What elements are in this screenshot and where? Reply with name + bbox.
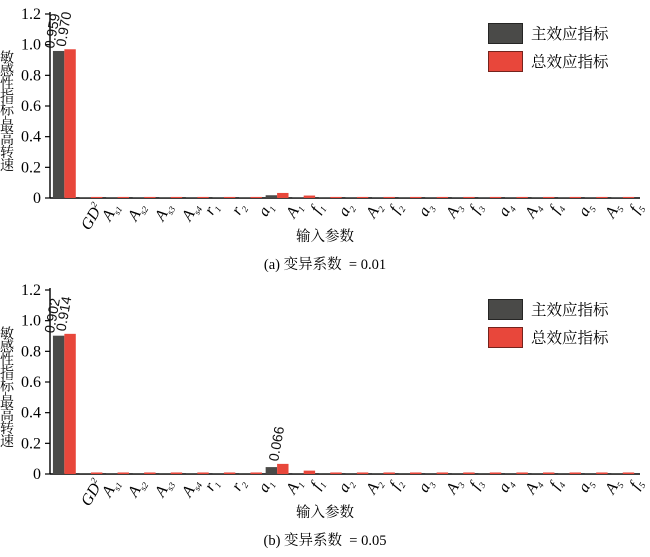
svg-text:1.0: 1.0 [21, 313, 41, 330]
svg-text:1.2: 1.2 [21, 6, 41, 23]
svg-text:0.6: 0.6 [21, 98, 41, 115]
svg-text:0.4: 0.4 [21, 129, 41, 146]
svg-text:0.2: 0.2 [21, 435, 41, 452]
svg-text:0.066: 0.066 [265, 425, 287, 462]
svg-text:1.2: 1.2 [21, 282, 41, 299]
svg-text:0: 0 [33, 190, 41, 207]
svg-text:0.8: 0.8 [21, 343, 41, 360]
svg-text:0.8: 0.8 [21, 67, 41, 84]
svg-text:0.2: 0.2 [21, 159, 41, 176]
svg-text:0.4: 0.4 [21, 405, 41, 422]
svg-text:0: 0 [33, 466, 41, 483]
svg-text:1.0: 1.0 [21, 37, 41, 54]
svg-text:0.6: 0.6 [21, 374, 41, 391]
